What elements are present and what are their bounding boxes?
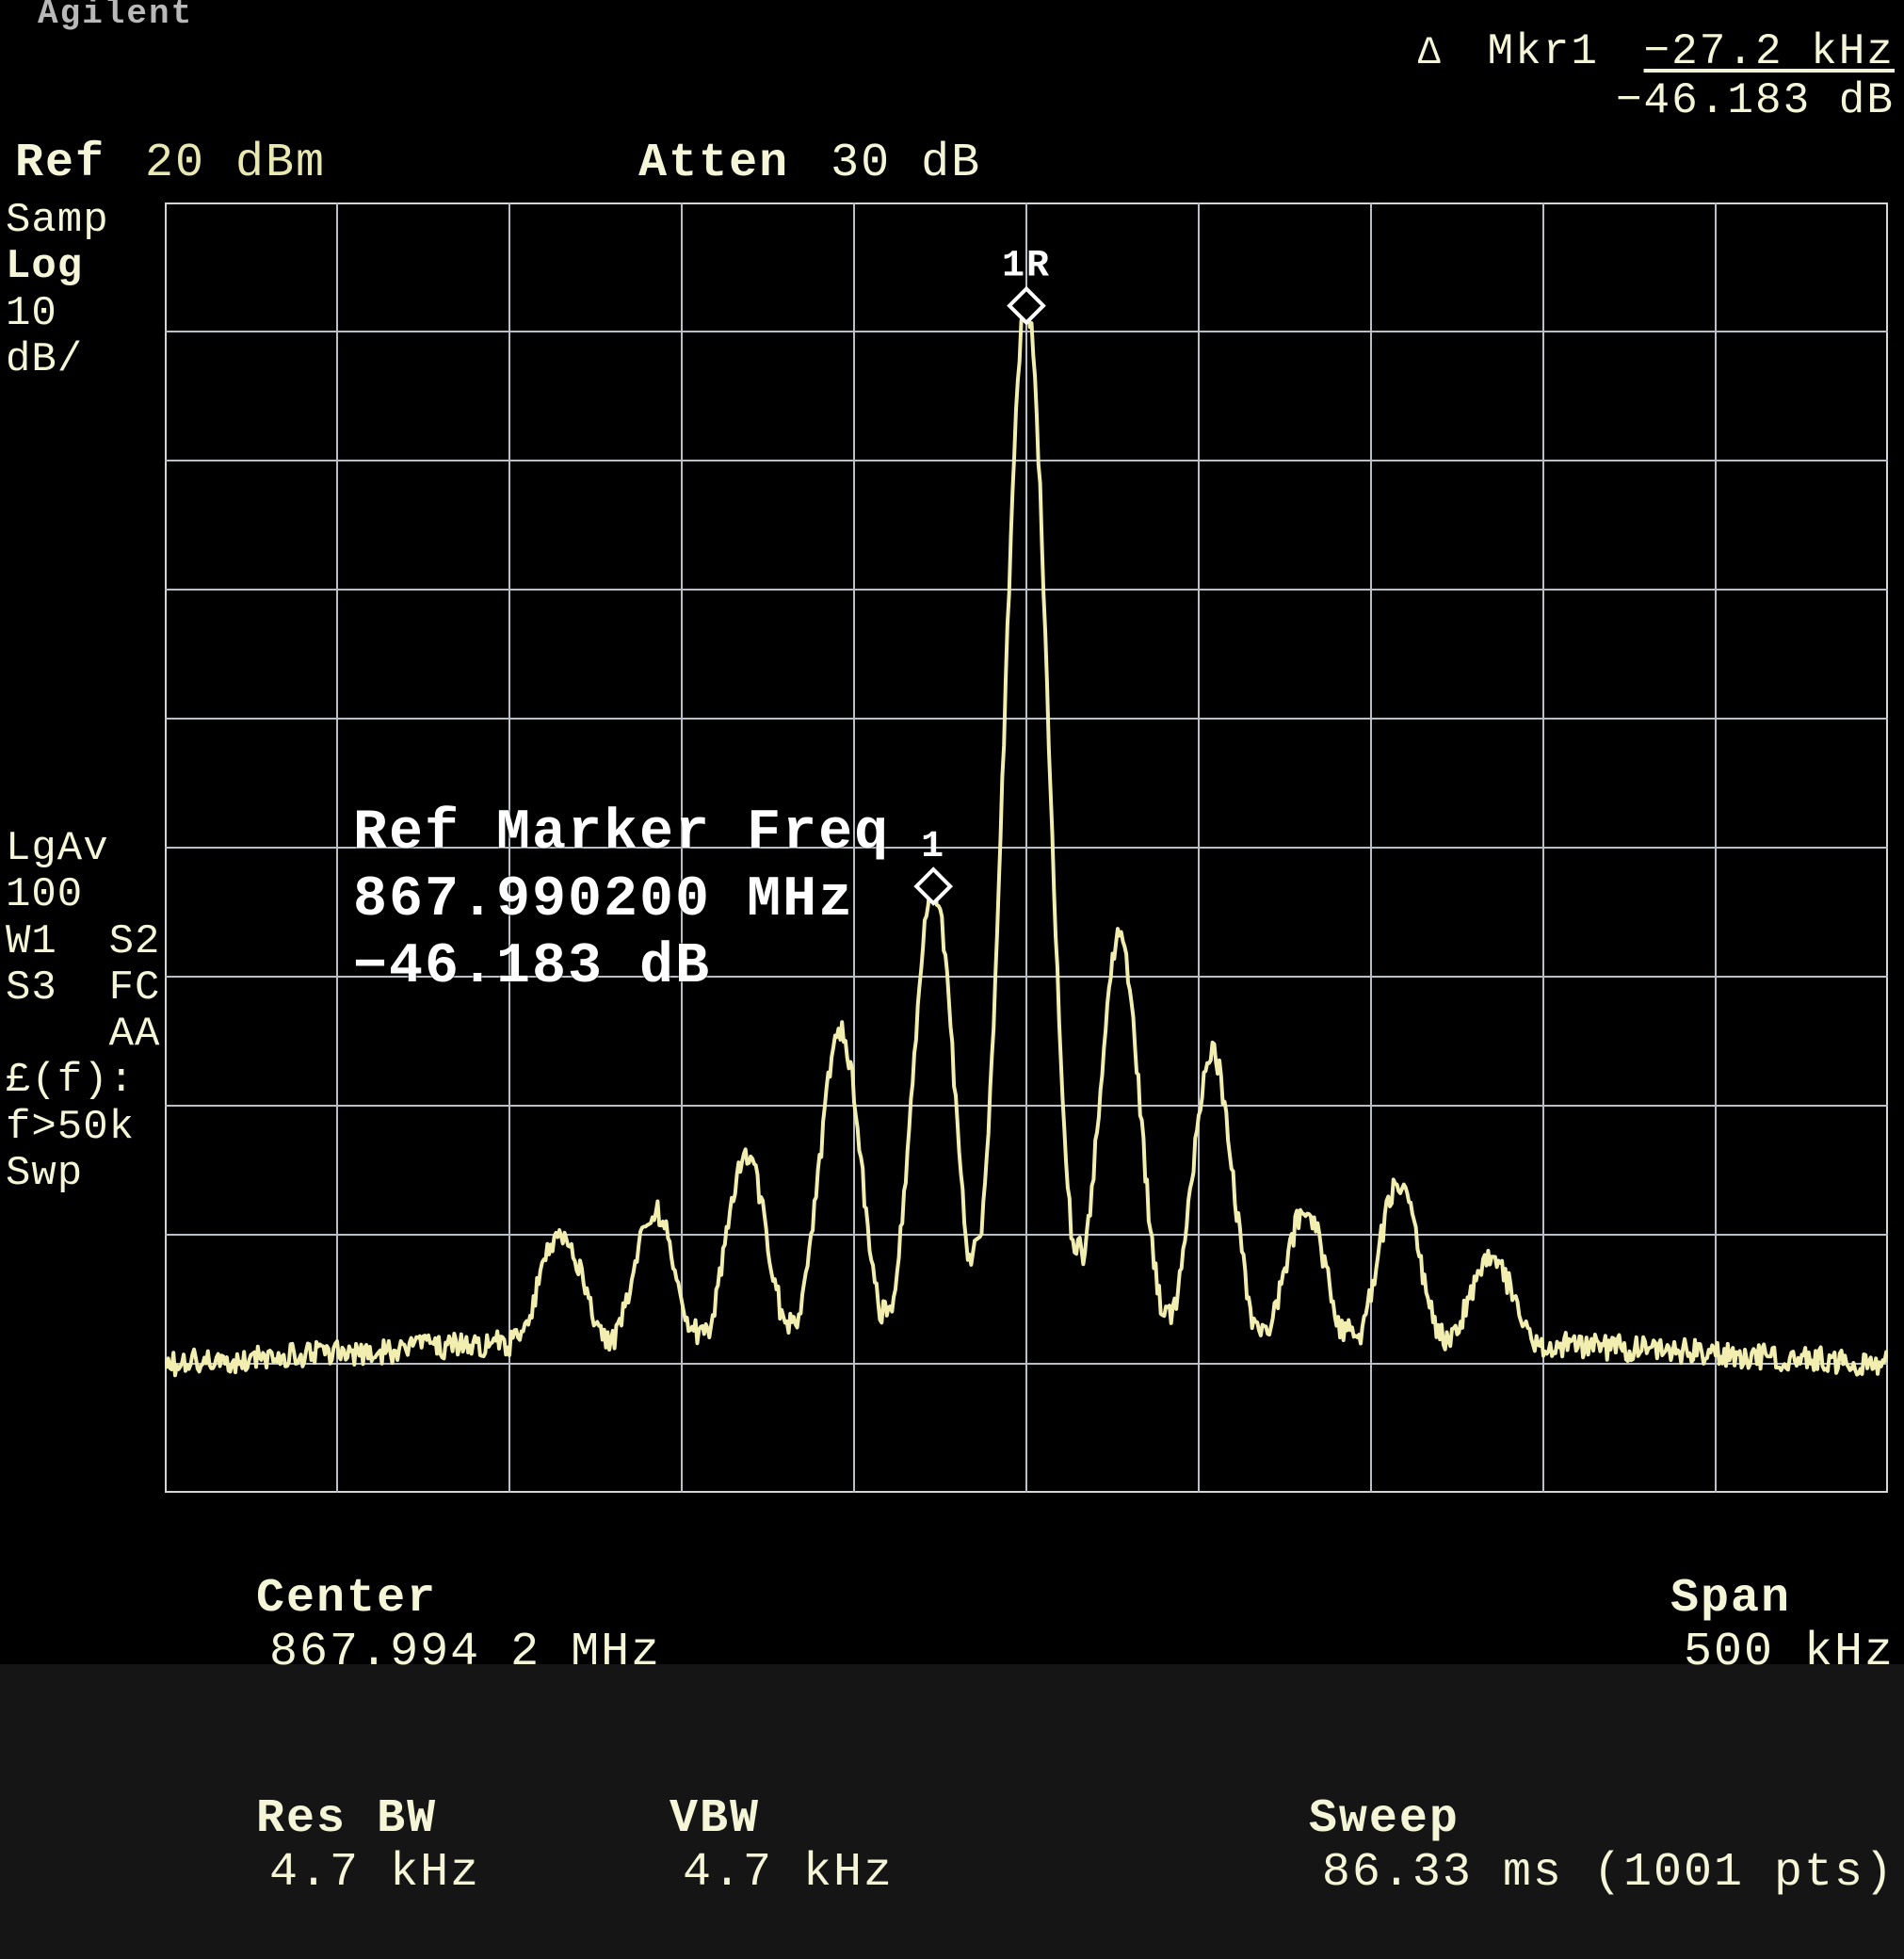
left-lgav: LgAv bbox=[6, 826, 166, 872]
left-samp: Samp bbox=[6, 198, 166, 244]
vbw-label: VBW bbox=[670, 1792, 760, 1846]
left-settings-column: Samp Log 10 dB/ LgAv 100 W1 S2 S3 FC AA … bbox=[6, 198, 166, 1197]
overlay-line1: Ref Marker Freq bbox=[353, 801, 890, 867]
delta-icon: ∆ bbox=[1418, 33, 1443, 75]
ref-label: Ref bbox=[15, 137, 105, 190]
left-100: 100 bbox=[6, 872, 166, 918]
left-f50k: f>50k bbox=[6, 1105, 166, 1151]
atten-value: 30 dB bbox=[831, 137, 981, 190]
marker-id: Mkr1 bbox=[1488, 27, 1599, 76]
left-aa: AA bbox=[6, 1012, 166, 1058]
vbw-value: 4.7 kHz bbox=[683, 1846, 894, 1900]
center-label: Center bbox=[256, 1572, 437, 1626]
center-value: 867.994 2 MHz bbox=[269, 1626, 661, 1679]
left-scale-num: 10 bbox=[6, 291, 166, 337]
marker-1-label: 1 bbox=[921, 826, 945, 868]
ref-marker-overlay: Ref Marker Freq 867.990200 MHz −46.183 d… bbox=[353, 801, 890, 1000]
sweep-value: 86.33 ms (1001 pts) bbox=[1322, 1846, 1895, 1900]
left-swp: Swp bbox=[6, 1151, 166, 1197]
marker-1R-diamond bbox=[1009, 289, 1043, 323]
marker-delta-freq: −27.2 kHz bbox=[1644, 27, 1895, 76]
analyzer-screen: { "brand": "Agilent", "marker_readout": … bbox=[0, 0, 1904, 1664]
brand-label: Agilent bbox=[38, 0, 193, 23]
marker-readout: ∆ Mkr1 −27.2 kHz −46.183 dB bbox=[1401, 28, 1895, 125]
rbw-label: Res BW bbox=[256, 1792, 437, 1846]
spectrum-plot: 1 1R Ref Marker Freq 867.990200 MHz −46.1… bbox=[165, 202, 1888, 1493]
left-w1s2: W1 S2 bbox=[6, 919, 166, 965]
left-s3fc: S3 FC bbox=[6, 965, 166, 1012]
left-ff: £(f): bbox=[6, 1058, 166, 1104]
marker-1-diamond bbox=[916, 869, 950, 903]
marker-1R-label: 1R bbox=[1002, 246, 1051, 288]
left-log: Log bbox=[6, 244, 166, 290]
plot-header: Ref 20 dBm Atten 30 dB bbox=[15, 137, 981, 190]
plot-footer: Center 867.994 2 MHz Span 500 kHz Res BW… bbox=[15, 1518, 1895, 1959]
span-label: Span bbox=[1670, 1572, 1791, 1626]
overlay-line3: −46.183 dB bbox=[353, 934, 890, 1001]
left-scale-unit: dB/ bbox=[6, 337, 166, 383]
overlay-line2: 867.990200 MHz bbox=[353, 867, 890, 934]
span-value: 500 kHz bbox=[1684, 1626, 1895, 1679]
atten-label: Atten bbox=[638, 137, 789, 190]
sweep-label: Sweep bbox=[1309, 1792, 1460, 1846]
marker-delta-amp: −46.183 dB bbox=[1616, 76, 1895, 125]
ref-value: 20 dBm bbox=[145, 137, 326, 190]
